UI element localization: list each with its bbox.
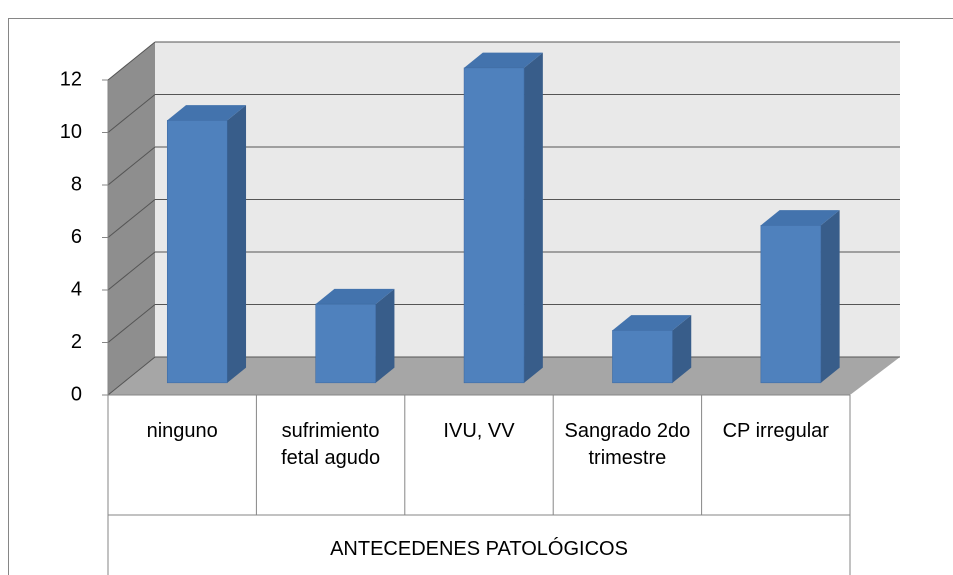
bar xyxy=(166,120,228,384)
y-tick-label: 4 xyxy=(71,278,82,300)
bar-top xyxy=(167,105,247,121)
grid-line xyxy=(107,199,156,238)
x-tick-label: IVU, VV xyxy=(443,420,515,442)
y-tick-label: 8 xyxy=(71,173,82,195)
x-tick-label: ninguno xyxy=(146,420,218,442)
bar-side xyxy=(672,315,692,383)
bar-top xyxy=(760,210,840,226)
y-tick-label: 12 xyxy=(60,68,82,90)
y-tick-label: 2 xyxy=(71,331,82,353)
y-tick-label: 0 xyxy=(71,383,82,405)
grid-line xyxy=(107,251,156,291)
x-tick-label: CP irregular xyxy=(722,420,829,442)
bar-top xyxy=(315,288,395,305)
bar xyxy=(612,330,673,384)
bar xyxy=(463,67,525,384)
grid-line xyxy=(107,146,156,186)
bar-side xyxy=(375,288,395,383)
bar xyxy=(315,303,376,384)
grid-line xyxy=(107,94,156,133)
y-tick-label: 6 xyxy=(71,226,82,248)
bar xyxy=(760,225,822,384)
bar-side xyxy=(524,52,543,383)
x-tick-label: sufrimiento fetal agudo xyxy=(281,420,381,469)
grid-line xyxy=(107,304,156,343)
bar-side xyxy=(227,105,247,383)
bar-side xyxy=(820,210,840,383)
x-axis-title: ANTECEDENES PATOLÓGICOS xyxy=(330,538,628,560)
bar-top xyxy=(612,315,692,331)
x-tick-label: Sangrado 2do trimestre xyxy=(564,420,691,469)
grid-line xyxy=(107,41,156,81)
bar-top xyxy=(464,52,543,68)
grid-line xyxy=(107,356,156,396)
y-tick-label: 10 xyxy=(60,121,82,143)
